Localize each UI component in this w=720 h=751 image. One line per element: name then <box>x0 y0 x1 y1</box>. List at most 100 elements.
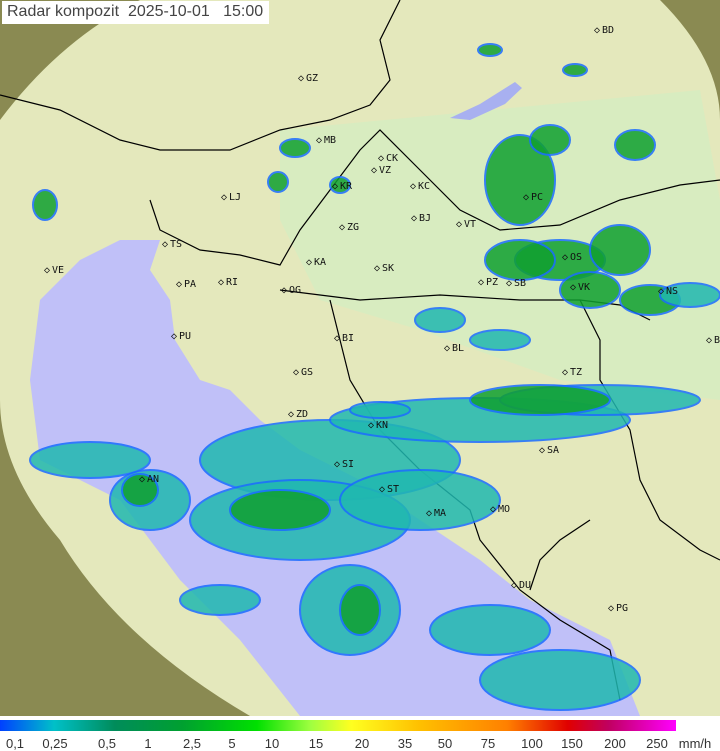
city-label: GS <box>301 367 314 378</box>
city-label: SA <box>547 445 560 456</box>
city-label: VT <box>464 219 477 230</box>
city-kn: ◇ KN <box>368 421 388 431</box>
city-ma: ◇ MA <box>426 509 446 519</box>
city-bg: ◇BG <box>706 336 720 346</box>
city-label: KC <box>418 181 431 192</box>
city-vk: ◇ VK <box>570 283 590 293</box>
city-vt: ◇ VT <box>456 220 476 230</box>
legend-tick-label: 1 <box>144 736 152 751</box>
city-kc: ◇ KC <box>410 182 430 192</box>
city-marker-icon: ◇ <box>539 445 546 456</box>
rain-echo <box>29 441 151 479</box>
city-mo: ◇ MO <box>490 505 510 515</box>
rain-echo <box>479 649 641 711</box>
city-label: VE <box>52 265 65 276</box>
city-ts: ◇ TS <box>162 240 182 250</box>
city-label: DU <box>519 580 532 591</box>
city-bj: ◇ BJ <box>411 214 431 224</box>
legend-tick-label: 200 <box>604 736 626 751</box>
city-pz: ◇ PZ <box>478 278 498 288</box>
city-zg: ◇ ZG <box>339 223 359 233</box>
city-marker-icon: ◇ <box>478 277 485 288</box>
city-label: OG <box>289 285 302 296</box>
city-marker-icon: ◇ <box>706 335 713 346</box>
city-label: SK <box>382 263 395 274</box>
city-marker-icon: ◇ <box>511 580 518 591</box>
city-marker-icon: ◇ <box>562 367 569 378</box>
city-marker-icon: ◇ <box>411 213 418 224</box>
city-zd: ◇ ZD <box>288 410 308 420</box>
title-date: 2025-10-01 <box>127 3 210 20</box>
rain-echo <box>229 489 331 531</box>
city-ri: ◇ RI <box>218 278 238 288</box>
city-ve: ◇ VE <box>44 266 64 276</box>
title-text: Radar kompozit <box>7 3 120 20</box>
city-marker-icon: ◇ <box>334 333 341 344</box>
city-marker-icon: ◇ <box>410 181 417 192</box>
city-marker-icon: ◇ <box>562 252 569 263</box>
city-marker-icon: ◇ <box>44 265 51 276</box>
city-label: PU <box>179 331 192 342</box>
rain-echo <box>339 584 381 636</box>
city-an: ◇ AN <box>139 475 159 485</box>
city-marker-icon: ◇ <box>371 165 378 176</box>
city-marker-icon: ◇ <box>306 257 313 268</box>
rain-echo <box>469 384 611 416</box>
city-label: TZ <box>570 367 583 378</box>
city-label: MA <box>434 508 447 519</box>
city-label: BI <box>342 333 355 344</box>
city-lj: ◇ LJ <box>221 193 241 203</box>
city-bl: ◇ BL <box>444 344 464 354</box>
city-label: PC <box>531 192 544 203</box>
legend-tick-label: 100 <box>521 736 543 751</box>
legend-tick-label: 2,5 <box>182 736 202 751</box>
city-label: PA <box>184 279 197 290</box>
city-mb: ◇ MB <box>316 136 336 146</box>
city-marker-icon: ◇ <box>378 153 385 164</box>
legend-tick-label: 0,5 <box>97 736 117 751</box>
city-gs: ◇ GS <box>293 368 313 378</box>
legend-tick-label: 75 <box>480 736 496 751</box>
city-label: KA <box>314 257 327 268</box>
city-label: BG <box>714 335 720 346</box>
city-ns: ◇ NS <box>658 287 678 297</box>
legend-tick-label: 5 <box>228 736 236 751</box>
city-os: ◇ OS <box>562 253 582 263</box>
city-label: ZG <box>347 222 360 233</box>
map-title: Radar kompozit 2025-10-01 15:00 <box>2 1 270 24</box>
city-marker-icon: ◇ <box>456 219 463 230</box>
city-bd: ◇ BD <box>594 26 614 36</box>
city-marker-icon: ◇ <box>368 420 375 431</box>
legend-tick-label: 35 <box>397 736 413 751</box>
city-pu: ◇ PU <box>171 332 191 342</box>
city-label: ZD <box>296 409 309 420</box>
legend-tick-label: 15 <box>308 736 324 751</box>
city-label: NS <box>666 286 679 297</box>
city-label: BD <box>602 25 615 36</box>
city-label: MB <box>324 135 337 146</box>
city-marker-icon: ◇ <box>334 459 341 470</box>
city-marker-icon: ◇ <box>171 331 178 342</box>
city-label: GZ <box>306 73 319 84</box>
city-label: CK <box>386 153 399 164</box>
city-marker-icon: ◇ <box>444 343 451 354</box>
city-marker-icon: ◇ <box>139 474 146 485</box>
legend-tick-label: 0,25 <box>42 736 68 751</box>
rain-echo <box>349 401 411 419</box>
city-label: KR <box>340 181 353 192</box>
city-marker-icon: ◇ <box>608 603 615 614</box>
city-label: OS <box>570 252 583 263</box>
legend-tick-label: 10 <box>264 736 280 751</box>
city-label: LJ <box>229 192 242 203</box>
rain-echo <box>589 224 651 276</box>
city-marker-icon: ◇ <box>658 286 665 297</box>
city-marker-icon: ◇ <box>281 285 288 296</box>
city-marker-icon: ◇ <box>221 192 228 203</box>
city-label: VK <box>578 282 591 293</box>
rain-echo <box>179 584 261 616</box>
rain-echo <box>121 473 159 507</box>
rain-echo <box>469 329 531 351</box>
rain-echo <box>32 189 58 221</box>
city-ka: ◇ KA <box>306 258 326 268</box>
